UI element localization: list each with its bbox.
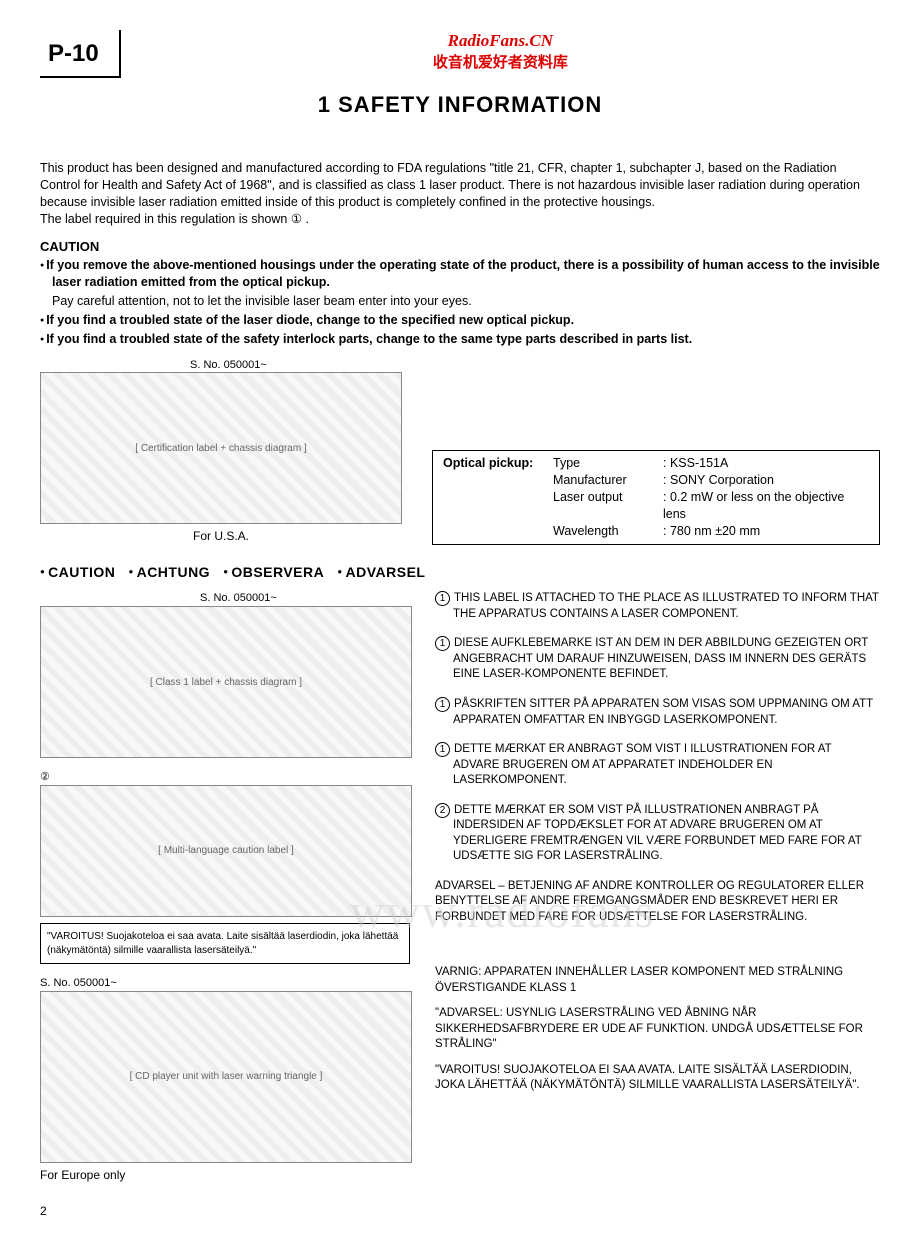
diagram-3: [ Multi-language caution label ] [40, 785, 412, 917]
diagram-2-serial: S. No. 050001~ [200, 591, 410, 606]
pickup-val-0: : KSS-151A [663, 455, 869, 472]
watermark-cn: 收音机爱好者资料库 [121, 53, 880, 73]
diagram-1-wrap: S. No. 050001~ [ Certification label + c… [40, 358, 402, 545]
note-varoitus2: "VAROITUS! SUOJAKOTELOA EI SAA AVATA. LA… [435, 1063, 880, 1094]
mc-2: OBSERVERA [223, 564, 324, 580]
diagram-1-caption: For U.S.A. [40, 528, 402, 544]
caution-item-1b: Pay careful attention, not to let the in… [40, 293, 880, 310]
pickup-val-2: : 0.2 mW or less on the objective lens [663, 489, 869, 523]
mc-1: ACHTUNG [129, 564, 211, 580]
model-number: P-10 [40, 30, 121, 78]
multi-caution-row: CAUTION ACHTUNG OBSERVERA ADVARSEL [40, 563, 880, 582]
watermark-top: RadioFans.CN 收音机爱好者资料库 [121, 30, 880, 73]
diagram-3-wrap: ② [ Multi-language caution label ] "VARO… [40, 770, 410, 964]
page-number: 2 [40, 1203, 880, 1219]
watermark-site: RadioFans.CN [121, 30, 880, 53]
lower-section: S. No. 050001~ [ Class 1 label + chassis… [40, 591, 880, 1183]
caution-list: If you remove the above-mentioned housin… [40, 257, 880, 347]
note-1-de: 1DIESE AUFKLEBEMARKE IST AN DEM IN DER A… [435, 636, 880, 683]
caution-item-2: If you find a troubled state of the lase… [40, 312, 880, 329]
caution-heading: CAUTION [40, 238, 880, 256]
pickup-val-3: : 780 nm ±20 mm [663, 523, 869, 540]
intro-paragraph: This product has been designed and manuf… [40, 160, 880, 228]
diagram-2: [ Class 1 label + chassis diagram ] [40, 606, 412, 758]
pickup-key-1: Manufacturer [553, 472, 663, 489]
diagram-2-wrap: S. No. 050001~ [ Class 1 label + chassis… [40, 591, 410, 758]
main-title: 1 SAFETY INFORMATION [40, 90, 880, 120]
mc-3: ADVARSEL [337, 564, 425, 580]
right-notes-column: 1THIS LABEL IS ATTACHED TO THE PLACE AS … [435, 591, 880, 1183]
note-varnig: VARNIG: APPARATEN INNEHÅLLER LASER KOMPO… [435, 965, 880, 996]
left-diagrams-column: S. No. 050001~ [ Class 1 label + chassis… [40, 591, 410, 1183]
note-1-en: 1THIS LABEL IS ATTACHED TO THE PLACE AS … [435, 591, 880, 622]
pickup-val-1: : SONY Corporation [663, 472, 869, 489]
diagram-row-1: S. No. 050001~ [ Certification label + c… [40, 358, 880, 545]
optical-pickup-table: Optical pickup: Type : KSS-151A Manufact… [432, 450, 880, 544]
diagram-3-num: ② [40, 770, 410, 785]
pickup-key-0: Type [553, 455, 663, 472]
note-adv: ADVARSEL – BETJENING AF ANDRE KONTROLLER… [435, 879, 880, 926]
note-2-da: 2DETTE MÆRKAT ER SOM VIST PÅ ILLUSTRATIO… [435, 803, 880, 865]
pickup-key-3: Wavelength [553, 523, 663, 540]
note-1-sv: 1PÅSKRIFTEN SITTER PÅ APPARATEN SOM VISA… [435, 697, 880, 728]
mc-0: CAUTION [40, 564, 115, 580]
diagram-4-caption: For Europe only [40, 1167, 410, 1183]
diagram-3-varoitus: "VAROITUS! Suojakoteloa ei saa avata. La… [40, 923, 410, 964]
caution-item-3: If you find a troubled state of the safe… [40, 331, 880, 348]
note-1-da: 1DETTE MÆRKAT ER ANBRAGT SOM VIST I ILLU… [435, 742, 880, 789]
note-advarsel2: "ADVARSEL: USYNLIG LASERSTRÅLING VED ÅBN… [435, 1006, 880, 1053]
pickup-key-2: Laser output [553, 489, 663, 523]
diagram-4-serial: S. No. 050001~ [40, 976, 410, 991]
pickup-title: Optical pickup: [443, 455, 553, 472]
diagram-4-wrap: S. No. 050001~ [ CD player unit with las… [40, 976, 410, 1183]
diagram-1: [ Certification label + chassis diagram … [40, 372, 402, 524]
header-row: P-10 RadioFans.CN 收音机爱好者资料库 [40, 30, 880, 78]
diagram-4: [ CD player unit with laser warning tria… [40, 991, 412, 1163]
caution-item-1: If you remove the above-mentioned housin… [40, 257, 880, 291]
diagram-1-serial: S. No. 050001~ [190, 358, 402, 373]
